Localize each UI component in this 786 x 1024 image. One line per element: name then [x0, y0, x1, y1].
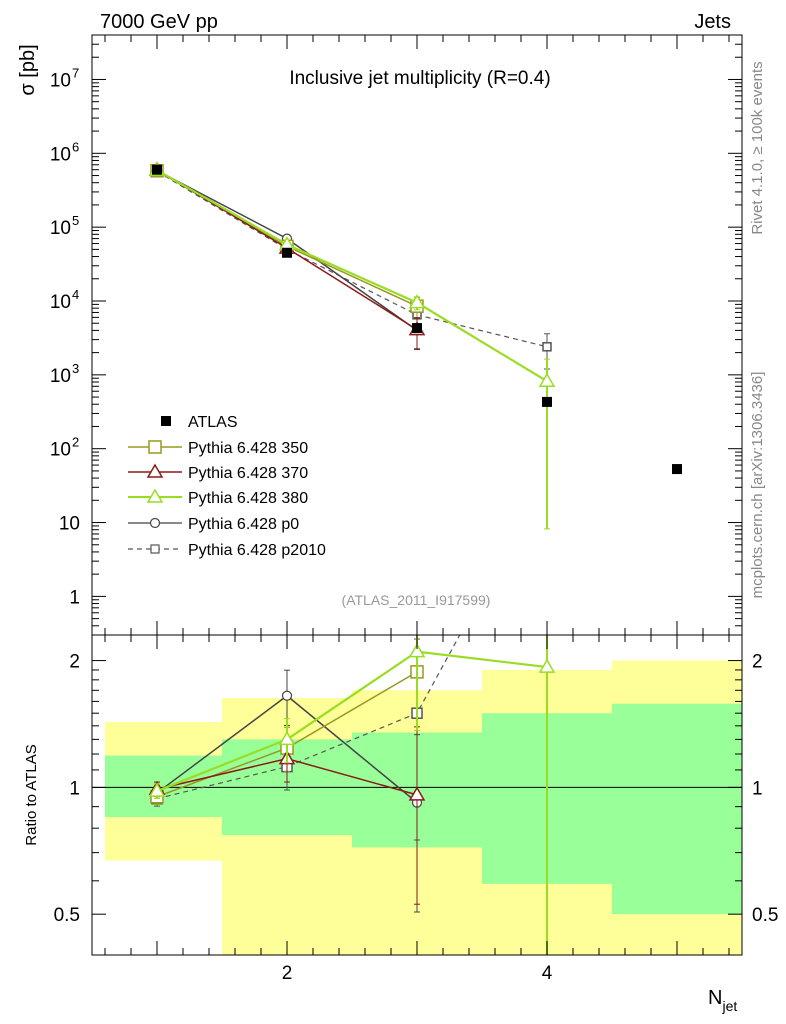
ratio-y-tick-label-right: 1 — [752, 778, 763, 799]
legend-entry-p370: Pythia 6.428 370 — [128, 463, 308, 482]
main-point-p380 — [408, 294, 426, 309]
main-point-atlas — [282, 247, 292, 258]
legend-marker-atlas — [161, 416, 171, 426]
main-y-tick-exponent: 5 — [72, 213, 79, 228]
ratio-y-tick-label-left: 1 — [69, 778, 80, 799]
legend-marker-p380 — [146, 488, 164, 503]
legend-label-atlas: ATLAS — [188, 414, 238, 431]
main-y-tick-label: 10 — [50, 70, 71, 91]
main-series-p0 — [151, 165, 423, 351]
legend-entry-atlas: ATLAS — [161, 414, 238, 431]
main-y-tick-exponent: 7 — [72, 65, 79, 80]
ratio-axis-ticks: 0.5 0.5 1 1 2 2 2 4 — [54, 635, 778, 984]
legend-marker-p0 — [149, 517, 161, 529]
process-label: Jets — [694, 11, 731, 33]
ratio-point-p380 — [408, 643, 426, 658]
main-point-atlas — [672, 464, 682, 475]
main-point-atlas — [412, 323, 422, 334]
ratio-point-p380 — [278, 730, 296, 746]
legend-marker-p370 — [146, 463, 164, 478]
legend-label-p380: Pythia 6.428 380 — [188, 490, 308, 507]
ratio-point-p370 — [408, 786, 426, 801]
main-series-atlas — [152, 164, 682, 475]
main-y-tick-label: 10 — [50, 440, 71, 461]
main-title: Inclusive jet multiplicity (R=0.4) — [289, 68, 550, 89]
main-y-tick-label: 10 — [50, 218, 71, 239]
analysis-id: (ATLAS_2011_I917599) — [342, 592, 491, 608]
ratio-band-inner — [105, 755, 222, 818]
legend-label-p2010: Pythia 6.428 p2010 — [188, 542, 326, 559]
legend-entry-p380: Pythia 6.428 380 — [128, 488, 308, 507]
legend-entry-p350: Pythia 6.428 350 — [128, 440, 308, 457]
ratio-uncertainty-bands — [105, 660, 742, 955]
x-axis-label: Njet — [708, 987, 737, 1014]
legend-label-p0: Pythia 6.428 p0 — [188, 516, 299, 533]
main-y-tick-exponent: 4 — [72, 287, 79, 302]
main-panel: Inclusive jet multiplicity (R=0.4) σ [pb… — [17, 34, 743, 636]
main-point-p380 — [538, 372, 556, 387]
legend: ATLAS Pythia 6.428 350 Pythia 6.428 370 … — [128, 414, 326, 559]
main-line-p2010 — [156, 170, 548, 348]
mcplots-label: mcplots.cern.ch [arXiv:1306.3436] — [749, 372, 766, 599]
ratio-y-tick-label-left: 0.5 — [54, 905, 80, 926]
main-y-tick-label: 10 — [50, 144, 71, 165]
main-line-p380 — [156, 169, 548, 383]
ratio-line-p2010 — [156, 635, 461, 800]
main-y-tick-label: 10 — [59, 514, 80, 535]
ratio-point-p380 — [148, 782, 166, 797]
legend-marker-p2010 — [150, 544, 160, 554]
main-y-tick-label: 10 — [50, 292, 71, 313]
x-tick-label: 4 — [542, 963, 553, 984]
ratio-y-tick-label-right: 2 — [752, 652, 763, 673]
ratio-series-group — [148, 635, 556, 955]
ratio-band-inner — [612, 703, 742, 915]
main-y-tick-label: 1 — [69, 587, 80, 608]
ratio-line-p380 — [156, 650, 548, 793]
energy-label: 7000 GeV pp — [100, 11, 218, 33]
ratio-y-tick-label-right: 0.5 — [752, 905, 778, 926]
legend-marker-p350 — [148, 440, 162, 454]
ratio-series-p380 — [148, 635, 556, 955]
ratio-panel: 0.5 0.5 1 1 2 2 2 4 Ratio to ATLAS Njet — [23, 634, 778, 1014]
main-series-p2010 — [152, 166, 552, 370]
legend-label-p370: Pythia 6.428 370 — [188, 465, 308, 482]
legend-entry-p2010: Pythia 6.428 p2010 — [128, 542, 326, 559]
main-point-atlas — [542, 396, 552, 407]
ratio-y-tick-label-left: 2 — [69, 652, 80, 673]
main-y-tick-exponent: 3 — [72, 361, 79, 376]
rivet-label: Rivet 4.1.0, ≥ 100k events — [749, 61, 766, 234]
main-series-group — [148, 161, 682, 530]
main-point-p2010 — [542, 342, 552, 352]
x-tick-label: 2 — [282, 963, 293, 984]
main-point-atlas — [152, 164, 162, 175]
main-y-axis-label: σ [pb] — [17, 44, 39, 95]
ratio-point-p380 — [538, 658, 556, 673]
x-axis-label-sub: jet — [721, 998, 737, 1014]
legend-entry-p0: Pythia 6.428 p0 — [128, 516, 299, 533]
main-y-tick-exponent: 2 — [72, 435, 79, 450]
ratio-y-axis-label: Ratio to ATLAS — [23, 744, 40, 845]
legend-label-p350: Pythia 6.428 350 — [188, 440, 308, 457]
main-y-tick-exponent: 6 — [72, 139, 79, 154]
main-y-tick-label: 10 — [50, 366, 71, 387]
ratio-point-p0 — [281, 690, 293, 701]
